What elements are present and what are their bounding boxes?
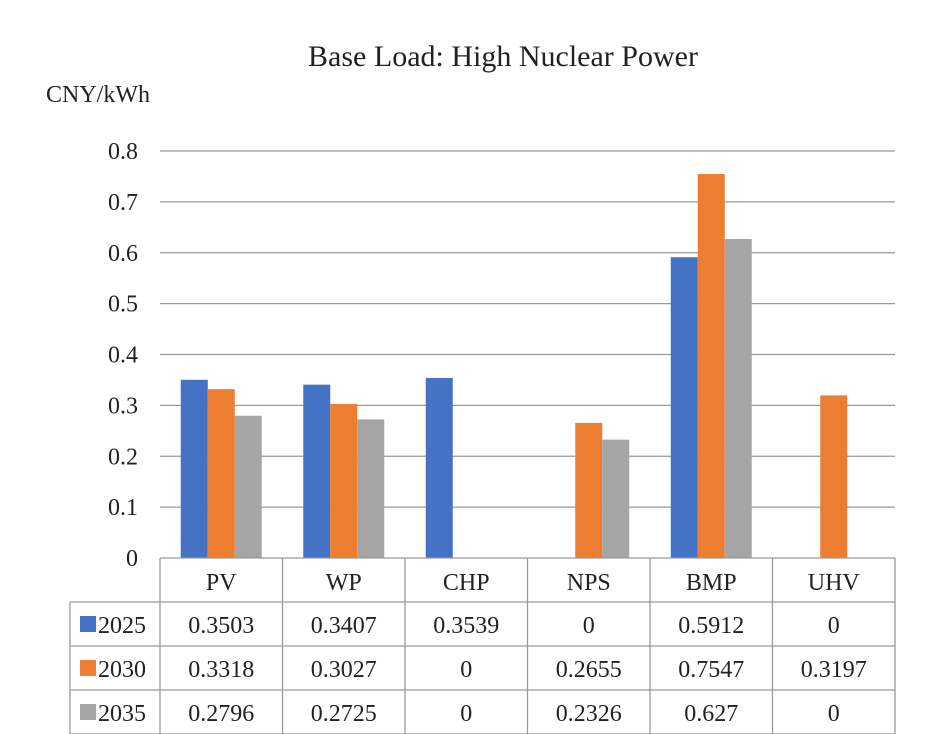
bar-2035-bmp [724, 239, 752, 559]
legend-entry: 2035 [98, 701, 146, 727]
bar-2025-chp [425, 377, 453, 558]
gridlines [160, 150, 895, 508]
data-label: 0.5912 [678, 613, 744, 639]
data-label: 0 [583, 613, 595, 639]
y-tick-label: 0.6 [108, 241, 138, 267]
x-tick-label: BMP [686, 570, 737, 596]
y-tick-label: 0 [126, 546, 138, 572]
data-label: 0.3407 [311, 613, 377, 639]
y-axis-ticks: 0 0.1 0.2 0.3 0.4 0.5 0.6 0.7 0.8 [108, 139, 138, 572]
bar-2035-nps [602, 439, 630, 558]
y-tick-label: 0.8 [108, 139, 138, 165]
y-tick-label: 0.3 [108, 393, 138, 419]
legend-swatch [80, 616, 96, 632]
y-tick-label: 0.1 [108, 495, 138, 521]
bar-2030-uhv [820, 395, 848, 558]
data-label: 0.2725 [311, 701, 377, 727]
legend-swatch [80, 660, 96, 676]
data-label: 0.3027 [311, 657, 377, 683]
x-tick-label: PV [206, 570, 237, 596]
x-tick-label: NPS [567, 570, 611, 596]
bar-2030-bmp [697, 174, 725, 558]
data-label: 0 [460, 657, 472, 683]
data-table: PV WP CHP NPS BMP UHV 2025 0.3503 0.3407 0.3539 0 0… [69, 557, 896, 734]
data-label: 0.7547 [678, 657, 744, 683]
x-tick-label: WP [326, 570, 362, 596]
bar-2030-wp [330, 404, 358, 558]
bar-2025-bmp [670, 257, 698, 558]
x-tick-label: CHP [443, 570, 490, 596]
data-label: 0 [828, 613, 840, 639]
y-tick-label: 0.2 [108, 444, 138, 470]
data-label: 0.3539 [433, 613, 499, 639]
data-label: 0.3503 [188, 613, 254, 639]
data-label: 0.3197 [801, 657, 867, 683]
legend-entry: 2030 [98, 657, 146, 683]
bar-2035-wp [357, 419, 385, 558]
legend-entry: 2025 [98, 613, 146, 639]
chart-title: Base Load: High Nuclear Power [308, 40, 698, 73]
data-label: 0.3318 [188, 657, 254, 683]
y-tick-label: 0.4 [108, 343, 138, 369]
legend-swatch [80, 704, 96, 720]
x-tick-label: UHV [808, 570, 861, 596]
bar-2030-nps [575, 422, 603, 558]
data-label: 0.627 [684, 701, 738, 727]
data-label: 0.2326 [556, 701, 622, 727]
y-tick-label: 0.5 [108, 292, 138, 318]
y-tick-label: 0.7 [108, 190, 138, 216]
data-label: 0.2796 [188, 701, 254, 727]
bar-2025-wp [303, 384, 331, 558]
data-label: 0 [460, 701, 472, 727]
data-label: 0 [828, 701, 840, 727]
y-axis-label: CNY/kWh [46, 82, 150, 108]
bar-2030-pv [207, 389, 235, 558]
bar-2025-pv [180, 379, 208, 558]
bar-2035-pv [234, 415, 262, 558]
bars [180, 174, 848, 559]
data-label: 0.2655 [556, 657, 622, 683]
